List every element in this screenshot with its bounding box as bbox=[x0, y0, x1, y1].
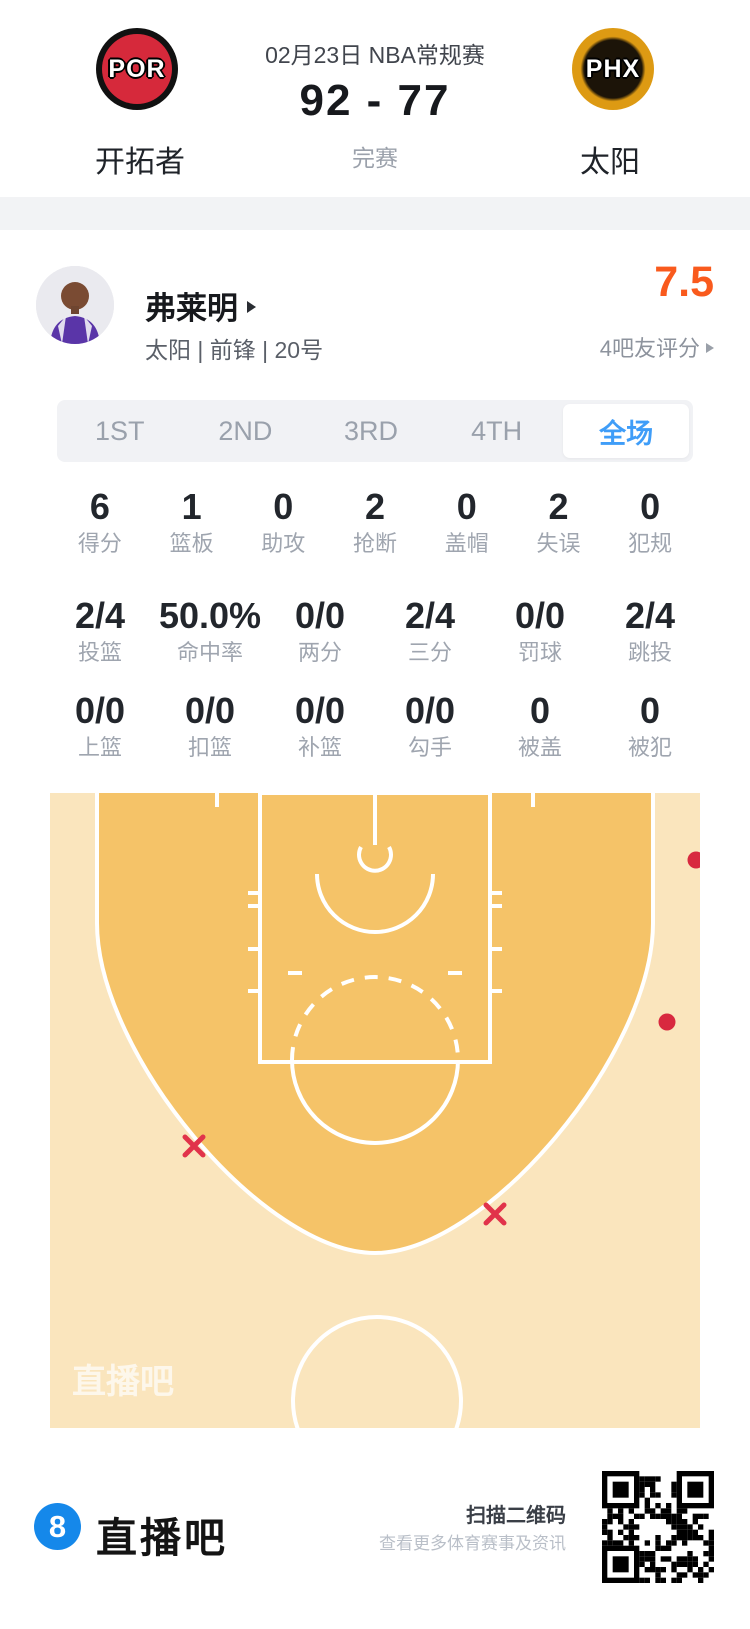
stat-layup: 0/0 上篮 bbox=[74, 690, 126, 761]
por-logo-icon: POR bbox=[102, 34, 172, 104]
stat-3pt: 2/4 三分 bbox=[404, 595, 456, 666]
player-avatar-image bbox=[36, 266, 114, 344]
restricted-arc bbox=[315, 873, 435, 934]
tab-3rd[interactable]: 3RD bbox=[343, 415, 398, 446]
stats-row-shooting: 2/4 投篮 50.0% 命中率 0/0 两分 2/4 三分 0/0 罚球 2/4 跳投 bbox=[45, 596, 705, 666]
player-rating: 7.5 bbox=[654, 258, 714, 306]
stat-blocked: 0 被盖 bbox=[517, 690, 562, 761]
stat-dunk: 0/0 扣篮 bbox=[184, 690, 236, 761]
shot-chart-court: 直播吧 bbox=[50, 793, 700, 1428]
tab-1st[interactable]: 1ST bbox=[95, 415, 145, 446]
player-name: 弗莱明 bbox=[145, 291, 238, 326]
stat-fg: 2/4 投篮 bbox=[74, 595, 126, 666]
home-team-logo: POR bbox=[96, 28, 178, 110]
stat-rebounds: 1 篮板 bbox=[169, 486, 214, 557]
made-shot-marker bbox=[687, 851, 700, 869]
stat-fouls: 0 犯规 bbox=[628, 486, 673, 557]
paint-rect bbox=[258, 793, 492, 1064]
stat-steals: 2 抢断 bbox=[353, 486, 398, 557]
game-status: 完赛 bbox=[352, 145, 398, 171]
stat-points: 6 得分 bbox=[77, 486, 122, 557]
logo-badge-text: 8 bbox=[48, 1508, 67, 1544]
tab-4th[interactable]: 4TH bbox=[471, 415, 523, 446]
rating-note-button[interactable]: 4吧友评分 bbox=[600, 331, 714, 363]
tab-full-game[interactable]: 全场 bbox=[563, 404, 689, 458]
game-date-title: 02月23日 NBA常规赛 bbox=[265, 42, 485, 68]
three-point-line bbox=[95, 793, 655, 1256]
quarter-tabbar: 1ST 2ND 3RD 4TH 全场 bbox=[57, 400, 693, 462]
away-team-abbr: PHX bbox=[585, 54, 641, 83]
stat-blocks: 0 盖帽 bbox=[444, 486, 489, 557]
stat-assists: 0 助攻 bbox=[261, 486, 306, 557]
stats-row-basic: 6 得分 1 篮板 0 助攻 2 抢断 0 盖帽 2 失误 0 犯规 bbox=[54, 487, 696, 557]
footer-brand-name: 直播吧 bbox=[96, 1515, 228, 1561]
lane-hash-marks bbox=[248, 891, 502, 993]
missed-shot-marker bbox=[483, 1202, 507, 1226]
stat-fouled: 0 被犯 bbox=[627, 690, 672, 761]
stat-ft: 0/0 罚球 bbox=[514, 595, 566, 666]
court-watermark: 直播吧 bbox=[72, 1363, 174, 1401]
chevron-right-icon bbox=[706, 343, 714, 353]
made-shot-marker bbox=[658, 1013, 676, 1031]
stat-fg-pct: 50.0% 命中率 bbox=[158, 595, 262, 666]
away-team-logo: PHX bbox=[572, 28, 654, 110]
home-team-name: 开拓者 bbox=[95, 146, 185, 179]
rating-note-label: 4吧友评分 bbox=[599, 336, 700, 361]
qr-subtitle: 查看更多体育赛事及资讯 bbox=[379, 1534, 566, 1553]
player-name-button[interactable]: 弗莱明 bbox=[145, 283, 256, 328]
court-inner-area bbox=[97, 793, 653, 1253]
rim-arc bbox=[357, 846, 393, 873]
tab-2nd[interactable]: 2ND bbox=[218, 415, 273, 446]
stat-jumpshot: 2/4 跳投 bbox=[624, 595, 676, 666]
stat-putback: 0/0 补篮 bbox=[294, 690, 346, 761]
chevron-right-icon bbox=[247, 301, 256, 313]
baseline-ticks bbox=[215, 793, 535, 807]
player-avatar bbox=[36, 266, 114, 344]
half-court-circle bbox=[291, 1315, 463, 1428]
qr-title: 扫描二维码 bbox=[466, 1505, 566, 1527]
missed-shot-marker bbox=[182, 1134, 206, 1158]
game-score: 92 - 77 bbox=[299, 76, 451, 125]
away-team-name: 太阳 bbox=[580, 146, 640, 179]
shot-markers bbox=[182, 851, 700, 1226]
zhibo8-logo-icon: 8 bbox=[34, 1503, 81, 1550]
home-team-abbr: POR bbox=[108, 54, 166, 83]
stats-row-shot-types: 0/0 上篮 0/0 扣篮 0/0 补篮 0/0 勾手 0 被盖 0 被犯 bbox=[45, 691, 705, 761]
stat-hook: 0/0 勾手 bbox=[404, 690, 456, 761]
free-throw-circle-dashed bbox=[290, 975, 460, 1061]
stat-turnovers: 2 失误 bbox=[536, 486, 581, 557]
qr-code bbox=[602, 1471, 714, 1583]
section-divider bbox=[0, 197, 750, 230]
free-throw-circle-solid bbox=[290, 1059, 460, 1145]
stat-2pt: 0/0 两分 bbox=[294, 595, 346, 666]
player-meta: 太阳 | 前锋 | 20号 bbox=[145, 337, 324, 363]
